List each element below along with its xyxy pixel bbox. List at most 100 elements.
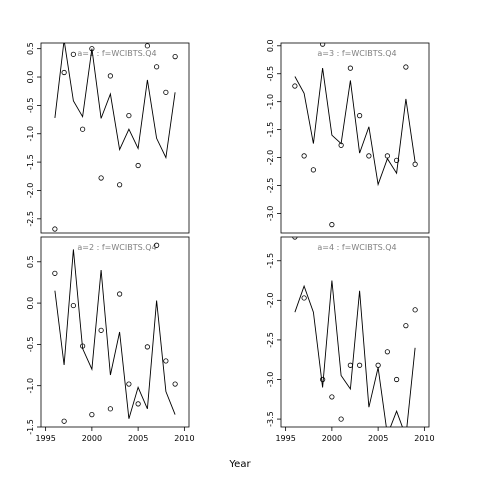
observed-point (107, 406, 113, 412)
observed-point (52, 270, 58, 276)
observed-point (403, 323, 409, 329)
observed-point (384, 349, 390, 355)
y-tick-label: -0.5 (26, 337, 35, 353)
observed-point (338, 416, 344, 422)
observed-point (61, 69, 67, 76)
y-tick-label: 0.0 (266, 39, 275, 52)
observed-point (310, 167, 316, 173)
observed-point (154, 242, 160, 248)
y-axis: -1.5 -1.0 -0.5 0.0 0.5 (26, 255, 41, 435)
observed-point (144, 43, 150, 49)
y-tick-label: -2.0 (266, 293, 275, 309)
y-tick-label: 0.5 (26, 42, 35, 55)
observed-point (394, 376, 400, 383)
observed-point (384, 153, 390, 159)
y-tick-label: -1.0 (26, 126, 35, 142)
fitted-line (54, 43, 176, 160)
y-tick-label: 0.5 (26, 255, 35, 268)
observed-point (135, 401, 141, 407)
panel-a2: a=2 : f=WCIBTS.Q4 -1.5 -1.0 -0.5 0.0 0.5 199… (26, 236, 195, 443)
observed-point (320, 376, 326, 383)
x-tick-label: 2005 (368, 434, 388, 443)
observed-point (375, 362, 381, 368)
panel-frame (280, 42, 430, 234)
y-tick-label: -2.0 (26, 183, 35, 199)
fitted-line (54, 249, 176, 419)
observed-point (292, 237, 298, 240)
series-marks (292, 237, 418, 427)
observed-point (301, 153, 307, 159)
y-tick-label: -2.5 (266, 178, 275, 194)
y-tick-label: -1.0 (266, 94, 275, 110)
observed-point (135, 162, 141, 169)
observed-point (292, 83, 298, 89)
observed-point (70, 302, 76, 309)
observed-point (403, 64, 409, 70)
observed-point (412, 161, 418, 167)
x-tick-label: 2010 (174, 434, 194, 443)
observed-point (98, 175, 104, 181)
observed-point (347, 362, 353, 368)
observed-point (172, 381, 178, 387)
y-tick-label: -1.5 (266, 122, 275, 138)
observed-point (98, 327, 104, 333)
observed-point (329, 394, 335, 400)
observed-point (347, 65, 353, 71)
observed-point (70, 51, 76, 57)
x-tick-label: 2000 (322, 434, 342, 443)
observed-point (366, 153, 372, 159)
observed-point (172, 54, 178, 60)
observed-point (163, 358, 169, 364)
y-tick-label: -2.5 (266, 332, 275, 348)
y-tick-label: -1.5 (266, 253, 275, 269)
x-tick-label: 2005 (128, 434, 148, 443)
y-tick-label: -2.0 (266, 150, 275, 166)
observed-point (163, 89, 169, 95)
panel-frame (40, 236, 190, 428)
y-tick-label: -0.5 (26, 98, 35, 114)
panel-label: a=4 : f=WCIBTS.Q4 (317, 243, 396, 252)
observed-point (144, 344, 150, 350)
observed-point (126, 112, 132, 119)
panel-a3: a=3 : f=WCIBTS.Q4 -3.0 -2.5 -2.0 -1.5 -1.0 -0… (266, 39, 430, 234)
observed-point (52, 226, 58, 232)
observed-point (301, 295, 307, 301)
y-axis: -2.5 -2.0 -1.5 -1.0 -0.5 0.0 0.5 (26, 42, 41, 227)
observed-point (80, 343, 86, 349)
panel-label: a=2 : f=WCIBTS.Q4 (77, 243, 156, 252)
series-marks (52, 242, 178, 424)
x-axis: 1995 2000 2005 2010 (35, 427, 195, 443)
y-tick-label: -3.0 (266, 206, 275, 222)
observed-point (394, 157, 400, 163)
y-tick-label: -0.5 (266, 66, 275, 82)
observed-point (338, 142, 344, 148)
observed-point (412, 307, 418, 313)
x-tick-label: 1995 (35, 434, 55, 443)
observed-point (357, 362, 363, 368)
observed-point (117, 291, 123, 297)
observed-point (107, 73, 113, 79)
fitted-line (294, 280, 416, 427)
y-tick-label: 0.0 (26, 297, 35, 310)
observed-point (357, 113, 363, 119)
y-axis: -3.0 -2.5 -2.0 -1.5 -1.0 -0.5 0.0 (266, 39, 281, 221)
x-axis: 1995 2000 2005 2010 (275, 427, 435, 443)
y-tick-label: -3.5 (266, 411, 275, 427)
y-axis: -3.5 -3.0 -2.5 -2.0 -1.5 (266, 253, 281, 427)
observed-point (320, 43, 326, 47)
y-tick-label: -2.5 (26, 211, 35, 227)
y-tick-label: 0.0 (26, 71, 35, 84)
fitted-line (294, 68, 416, 187)
x-tick-label: 1995 (275, 434, 295, 443)
observed-point (126, 381, 132, 387)
x-tick-label: 2010 (414, 434, 434, 443)
observed-point (154, 64, 160, 70)
observed-point (89, 412, 95, 418)
y-tick-label: -3.0 (266, 372, 275, 388)
panel-a4: a=4 : f=WCIBTS.Q4 -3.5 -3.0 -2.5 -2.0 -1.5 1… (266, 236, 435, 443)
x-tick-label: 2000 (82, 434, 102, 443)
observed-point (89, 46, 95, 52)
y-tick-label: -1.5 (26, 419, 35, 435)
observed-point (117, 182, 123, 188)
